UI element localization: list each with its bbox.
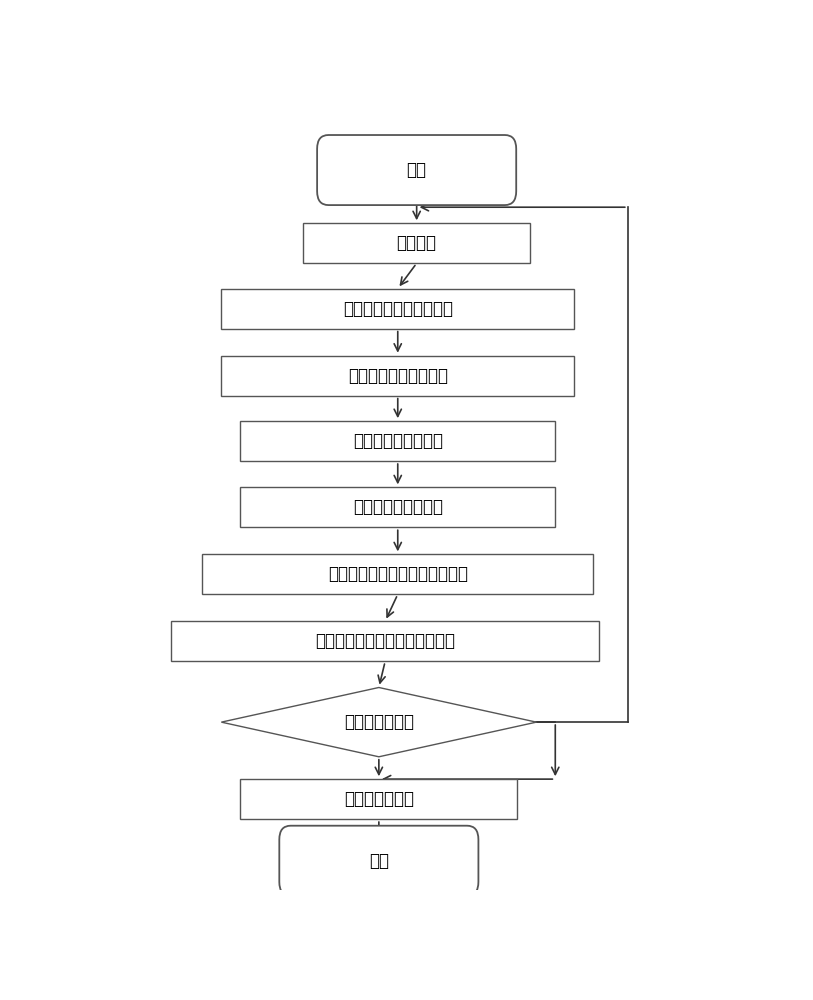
Text: 开始: 开始 [406, 161, 427, 179]
Text: 获取炉前辊道中心距离: 获取炉前辊道中心距离 [348, 367, 448, 385]
Bar [202, 554, 593, 594]
FancyBboxPatch shape [280, 826, 478, 896]
Bar [221, 289, 574, 329]
Text: 计算本次板坯尾部距固定梁距离: 计算本次板坯尾部距固定梁距离 [328, 565, 467, 583]
Bar [241, 779, 518, 819]
Polygon shape [221, 687, 537, 757]
Text: 装钢机行程判断: 装钢机行程判断 [344, 713, 414, 731]
Bar [241, 487, 555, 527]
Text: 结束: 结束 [369, 852, 389, 870]
Text: 电文拆包，板坯间距存库: 电文拆包，板坯间距存库 [343, 300, 453, 318]
Bar [241, 421, 555, 461]
FancyBboxPatch shape [317, 135, 516, 205]
Text: 计算下次板坯尾部距固定梁距离: 计算下次板坯尾部距固定梁距离 [315, 632, 455, 650]
Bar [171, 621, 599, 661]
Text: 获取步进梁预计步长: 获取步进梁预计步长 [353, 498, 443, 516]
Bar [303, 223, 530, 263]
Bar [221, 356, 574, 396]
Text: 调整装钢机行程: 调整装钢机行程 [344, 790, 414, 808]
Text: 获取装钢机最大行程: 获取装钢机最大行程 [353, 432, 443, 450]
Text: 接受电文: 接受电文 [397, 234, 437, 252]
